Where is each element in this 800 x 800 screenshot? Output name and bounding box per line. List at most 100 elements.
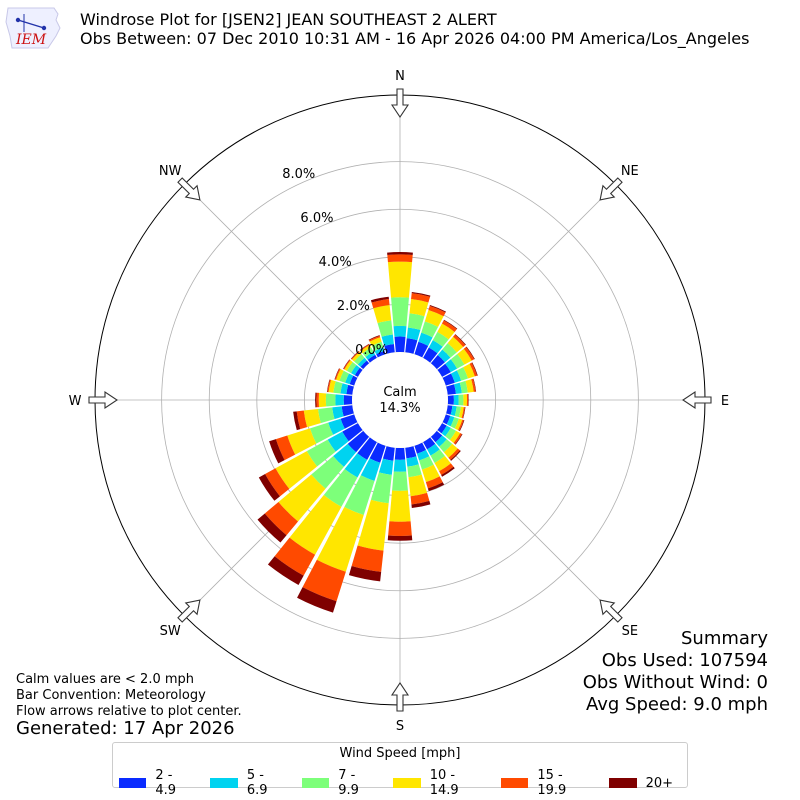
wind-bar-ESE-15-19.9 xyxy=(463,347,475,361)
compass-label-S: S xyxy=(396,719,404,734)
wind-bar-NW-7-9.9 xyxy=(419,456,434,470)
wind-bar-E-7-9.9 xyxy=(311,456,344,489)
wind-bar-WNW-7-9.9 xyxy=(430,449,445,463)
compass-label-NW: NW xyxy=(159,164,182,179)
wind-bar-E-20+ xyxy=(257,513,287,543)
legend: Wind Speed [mph] 2 - 4.9 5 - 6.9 7 - 9.9 10… xyxy=(112,742,688,798)
iem-logo: IEM xyxy=(4,6,66,50)
wind-bar-SSE-20+ xyxy=(473,378,477,392)
wind-bar-NNE-20+ xyxy=(411,291,431,297)
wind-bar-ESE-10-14.9 xyxy=(275,451,318,489)
wind-bar-NE-5-6.9 xyxy=(418,332,433,346)
flow-arrow-W xyxy=(88,390,118,410)
wind-bar-NNW-10-14.9 xyxy=(373,304,392,324)
logo-text: IEM xyxy=(15,32,47,48)
wind-bar-NNW-2-4.9 xyxy=(384,344,395,354)
wind-bar-SW-7-9.9 xyxy=(339,370,349,383)
legend-swatch xyxy=(210,778,238,788)
wind-bar-SSW-5-6.9 xyxy=(450,405,457,416)
legend-label: 15 - 19.9 xyxy=(537,768,567,798)
wind-bar-E-2-4.9 xyxy=(430,355,445,370)
wind-bar-ESE-7-9.9 xyxy=(306,439,336,467)
wind-bar-SW-10-14.9 xyxy=(454,418,463,431)
title-line-1: Windrose Plot for [JSEN2] JEAN SOUTHEAST… xyxy=(80,10,497,29)
wind-bar-SSE-10-14.9 xyxy=(303,408,321,428)
wind-bar-SW-20+ xyxy=(459,420,465,432)
wind-bar-SSW-5-6.9 xyxy=(340,383,349,395)
wind-bar-S-2-4.9 xyxy=(343,395,353,405)
wind-bar-SSW-20+ xyxy=(462,407,466,419)
wind-bar-NNW-2-4.9 xyxy=(405,446,417,459)
legend-label: 7 - 9.9 xyxy=(338,768,359,798)
wind-bar-SE-2-4.9 xyxy=(442,373,455,386)
wind-bar-E-15-19.9 xyxy=(264,501,299,536)
wind-bar-NNE-2-4.9 xyxy=(405,338,418,354)
grid-spoke xyxy=(184,184,367,367)
wind-bar-SSE-10-14.9 xyxy=(465,379,474,393)
wind-bar-W-15-19.9 xyxy=(351,351,360,360)
wind-bar-E-2-4.9 xyxy=(347,430,370,453)
compass-label-N: N xyxy=(395,69,405,84)
wind-bar-ENE-20+ xyxy=(267,556,304,585)
wind-bar-WSW-20+ xyxy=(343,359,350,370)
wind-bar-ENE-5-6.9 xyxy=(344,453,368,478)
wind-bar-SE-20+ xyxy=(269,439,285,464)
wind-bar-SE-20+ xyxy=(471,362,478,376)
wind-bar-SW-15-19.9 xyxy=(457,419,464,431)
legend-item: 7 - 9.9 xyxy=(301,768,379,798)
wind-bar-E-10-14.9 xyxy=(278,474,326,522)
wind-bar-SE-15-19.9 xyxy=(469,362,478,377)
radial-tick-label: 8.0% xyxy=(282,167,315,182)
legend-swatch xyxy=(119,778,147,788)
wind-bar-SW-2-4.9 xyxy=(442,414,451,425)
wind-bar-NE-2-4.9 xyxy=(414,341,429,358)
wind-bar-ESE-20+ xyxy=(258,474,280,501)
wind-bar-S-10-14.9 xyxy=(463,394,468,406)
wind-bar-SW-7-9.9 xyxy=(450,417,459,429)
wind-bar-W-2-4.9 xyxy=(430,430,443,443)
wind-bar-N-5-6.9 xyxy=(393,325,407,337)
legend-label: 10 - 14.9 xyxy=(429,768,459,798)
wind-bar-S-20+ xyxy=(467,394,469,406)
wind-bar-SSE-20+ xyxy=(293,411,301,431)
title-line-2: Obs Between: 07 Dec 2010 10:31 AM - 16 A… xyxy=(80,29,750,48)
legend-label: 5 - 6.9 xyxy=(246,768,268,798)
wind-bar-NW-5-6.9 xyxy=(416,449,430,461)
summary-obs-without-wind: Obs Without Wind: 0 xyxy=(582,672,768,693)
wind-bar-WSW-5-6.9 xyxy=(351,365,360,376)
wind-bar-W-5-6.9 xyxy=(435,435,447,447)
wind-bar-NW-15-19.9 xyxy=(368,335,381,342)
compass-label-SE: SE xyxy=(622,624,638,639)
wind-bar-NE-15-19.9 xyxy=(428,305,446,317)
wind-bar-S-5-6.9 xyxy=(453,394,459,406)
compass-label-E: E xyxy=(721,394,729,409)
wind-bar-N-10-14.9 xyxy=(389,490,411,522)
legend-label: 20+ xyxy=(645,775,674,791)
wind-bar-SSW-7-9.9 xyxy=(333,381,343,394)
wind-bar-SSW-15-19.9 xyxy=(461,406,465,419)
wind-bar-SE-2-4.9 xyxy=(340,414,358,429)
wind-bar-E-5-6.9 xyxy=(437,349,451,363)
wind-bar-E-20+ xyxy=(454,334,466,346)
wind-bar-WSW-5-6.9 xyxy=(441,425,451,437)
wind-bar-SSW-10-14.9 xyxy=(328,379,336,393)
wind-bar-NNW-7-9.9 xyxy=(407,464,422,478)
wind-bar-SW-15-19.9 xyxy=(334,368,341,380)
wind-bar-NW-20+ xyxy=(427,482,445,492)
wind-bar-NNW-7-9.9 xyxy=(377,320,393,337)
grid-spoke xyxy=(433,433,616,616)
wind-bar-ENE-2-4.9 xyxy=(357,437,377,460)
wind-bar-N-7-9.9 xyxy=(391,297,409,327)
radial-tick-label: 0.0% xyxy=(355,343,388,358)
wind-bar-WSW-7-9.9 xyxy=(346,362,357,374)
wind-bar-SSW-15-19.9 xyxy=(327,379,332,393)
wind-bar-S-20+ xyxy=(315,392,317,408)
wind-bar-WSW-20+ xyxy=(455,433,463,445)
wind-bar-N-20+ xyxy=(387,252,413,255)
calm-center: Calm 14.3% xyxy=(352,352,448,448)
wind-bar-NW-2-4.9 xyxy=(414,442,427,454)
wind-bar-NE-5-6.9 xyxy=(360,458,381,481)
wind-bar-SE-10-14.9 xyxy=(287,428,317,455)
flow-arrow-SW xyxy=(177,599,201,623)
radial-tick-labels: 0.0% 2.0% 4.0% 6.0% 8.0% xyxy=(282,167,388,358)
